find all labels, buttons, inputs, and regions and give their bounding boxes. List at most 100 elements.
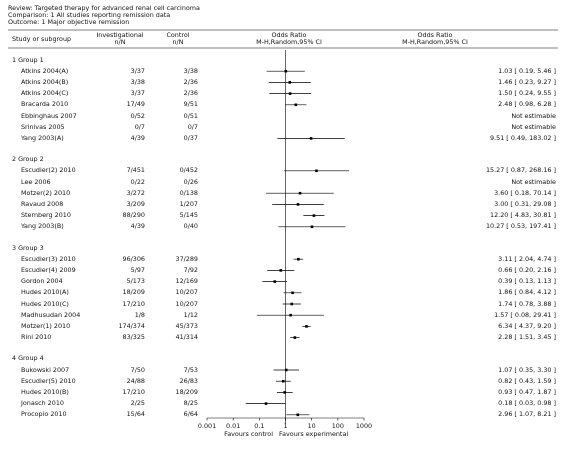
point-estimate (305, 325, 308, 328)
control-value: 8/25 (183, 399, 198, 408)
point-estimate (309, 137, 313, 140)
investigational-value: 174/374 (118, 321, 145, 330)
odds-ratio-value: 1.03 [ 0.19, 5.46 ] (498, 66, 556, 75)
point-estimate (288, 81, 292, 84)
x-tick-label: 0.001 (197, 422, 217, 430)
odds-ratio-value: 0.93 [ 0.47, 1.87 ] (498, 387, 556, 396)
control-value: 7/53 (183, 365, 198, 374)
study-name: Hudes 2010(C) (21, 299, 69, 308)
col-control-header: Control (166, 31, 190, 39)
control-value: 18/209 (175, 387, 198, 396)
odds-ratio-value: 15.27 [ 0.87, 268.16 ] (485, 166, 556, 175)
study-name: Bukowski 2007 (21, 365, 70, 374)
investigational-value: 83/325 (122, 333, 145, 342)
group-label: 2 Group 2 (12, 155, 44, 164)
odds-ratio-value: 0.82 [ 0.43, 1.59 ] (498, 376, 556, 385)
investigational-value: 1/8 (134, 310, 145, 319)
investigational-value: 3/209 (126, 199, 145, 208)
point-estimate (281, 379, 285, 383)
study-name: Rini 2010 (21, 333, 52, 342)
point-estimate (289, 313, 292, 317)
odds-ratio-value: 3.60 [ 0.18, 70.14 ] (494, 188, 556, 197)
control-value: 10/207 (175, 288, 198, 297)
study-name: Procopio 2010 (21, 410, 67, 419)
col-investigational-header: Investigational (96, 31, 144, 39)
odds-ratio-value: 2.48 [ 0.98, 6.28 ] (498, 100, 556, 109)
control-value: 5/145 (179, 211, 198, 220)
point-estimate (284, 368, 288, 372)
col-or-sub: M-H,Random,95% CI (402, 38, 468, 46)
odds-ratio-value: 12.20 [ 4.83, 30.81 ] (490, 211, 556, 220)
study-name: Ebbinghaus 2007 (21, 111, 77, 120)
control-value: 10/207 (175, 299, 198, 308)
control-value: 2/36 (183, 77, 198, 86)
investigational-value: 17/210 (122, 387, 145, 396)
point-estimate (283, 391, 286, 394)
investigational-value: 7/451 (126, 166, 145, 175)
col-control-sub: n/N (172, 38, 184, 46)
control-value: 45/373 (175, 321, 198, 330)
study-name: Yang 2003(A) (21, 133, 64, 142)
control-value: 41/314 (175, 333, 198, 342)
study-name: Escudier(2) 2010 (21, 166, 76, 175)
point-estimate (315, 169, 318, 173)
study-name: Ravaud 2008 (21, 199, 64, 208)
odds-ratio-value: 2.96 [ 1.07, 8.21 ] (498, 410, 556, 419)
point-estimate (297, 257, 300, 261)
col-or-header: Odds Ratio (417, 31, 453, 39)
control-value: 7/92 (183, 265, 198, 274)
x-tick-label: 0.01 (226, 422, 241, 430)
control-value: 0/26 (183, 177, 198, 186)
investigational-value: 96/306 (122, 254, 145, 263)
investigational-value: 17/49 (126, 100, 145, 109)
odds-ratio-value: 1.57 [ 0.08, 29.41 ] (494, 310, 556, 319)
study-name: Motzer(2) 2010 (21, 188, 71, 197)
col-investigational-sub: n/N (114, 38, 126, 46)
investigational-value: 3/37 (130, 66, 145, 75)
study-name: Lee 2006 (21, 177, 51, 186)
study-name: Escudier(3) 2010 (21, 254, 76, 263)
odds-ratio-value: 6.34 [ 4.37, 9.20 ] (498, 321, 556, 330)
odds-ratio-value: 2.28 [ 1.51, 3.45 ] (498, 333, 556, 342)
point-estimate (290, 302, 294, 306)
odds-ratio-value: 1.86 [ 0.84, 4.12 ] (498, 288, 556, 297)
point-estimate (288, 92, 292, 95)
point-estimate (296, 413, 300, 417)
odds-ratio-value: 3.00 [ 0.31, 29.08 ] (494, 199, 556, 208)
investigational-value: 3/37 (130, 89, 145, 98)
odds-ratio-value: 0.39 [ 0.13, 1.13 ] (498, 277, 556, 286)
control-value: 0/40 (183, 222, 198, 231)
review-title: Review: Targeted therapy for advanced re… (8, 4, 200, 12)
investigational-value: 3/38 (130, 77, 145, 86)
point-estimate (273, 280, 277, 283)
control-value: 0/37 (183, 133, 198, 142)
control-value: 26/83 (179, 376, 198, 385)
odds-ratio-value: 1.74 [ 0.78, 3.88 ] (498, 299, 556, 308)
x-tick-label: 1 (283, 422, 288, 430)
col-plot-sub: M-H,Random,95% CI (256, 38, 322, 46)
investigational-value: 3/272 (126, 188, 145, 197)
investigational-value: 17/210 (122, 299, 145, 308)
control-value: 0/138 (179, 188, 198, 197)
x-tick-label: 1000 (355, 422, 373, 430)
investigational-value: 5/97 (130, 265, 145, 274)
study-name: Gordon 2004 (21, 277, 63, 286)
control-value: 0/7 (187, 122, 198, 131)
control-value: 2/36 (183, 89, 198, 98)
favours-control-label: Favours control (224, 430, 273, 438)
comparison-title: Comparison: 1 All studies reporting remi… (8, 11, 171, 19)
study-name: Escudier(5) 2010 (21, 376, 76, 385)
odds-ratio-value: 1.50 [ 0.24, 9.55 ] (498, 89, 556, 98)
study-name: Madhusudan 2004 (21, 310, 81, 319)
group-label: 4 Group 4 (12, 354, 44, 363)
favours-experimental-label: Favours experimental (279, 430, 349, 438)
investigational-value: 7/50 (130, 365, 145, 374)
control-value: 1/207 (179, 199, 198, 208)
control-value: 12/169 (175, 277, 198, 286)
point-estimate (284, 69, 288, 73)
study-name: Atkins 2004(C) (21, 89, 69, 98)
control-value: 0/452 (179, 166, 198, 175)
point-estimate (293, 336, 297, 339)
control-value: 3/38 (183, 66, 198, 75)
